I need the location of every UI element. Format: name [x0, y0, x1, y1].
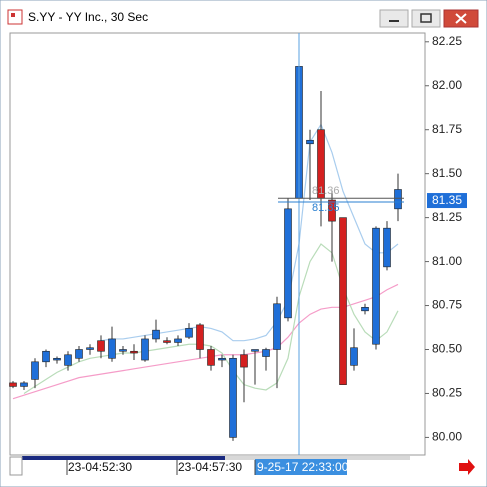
moving-average: [100, 123, 399, 342]
y-tick-label: 81.00: [432, 254, 462, 268]
candle-body: [130, 350, 138, 354]
crosshair-x-box: [255, 459, 347, 475]
candle-body: [240, 354, 248, 368]
candle-body: [185, 328, 193, 338]
candle-body: [141, 338, 149, 361]
maximize-button[interactable]: [411, 9, 441, 28]
candle-body: [20, 382, 28, 387]
y-tick-label: 82.00: [432, 78, 462, 92]
y-tick-label: 80.50: [432, 342, 462, 356]
maximize-icon: [420, 13, 432, 23]
candle-body: [53, 357, 61, 361]
y-tick-label: 80.25: [432, 386, 462, 400]
candle-body: [262, 349, 270, 357]
scroll-thumb[interactable]: [22, 456, 225, 460]
plot-area: [9, 32, 426, 456]
candle-body: [229, 357, 237, 438]
candle-body: [108, 338, 116, 359]
last-price-box: [427, 193, 467, 209]
y-tick-label: 81.50: [432, 166, 462, 180]
last-price-inline: 81.35: [312, 202, 340, 214]
candle-body: [174, 338, 182, 343]
candle-body: [86, 347, 94, 350]
moving-average: [23, 243, 399, 394]
candle-body: [119, 349, 127, 352]
candle-body: [75, 349, 83, 359]
crosshair-y-label: 81.36: [312, 185, 340, 197]
candle-body: [383, 227, 391, 268]
close-icon: [455, 13, 467, 24]
minimize-button[interactable]: [379, 9, 409, 28]
y-tick-label: 80.75: [432, 298, 462, 312]
candle-body: [218, 357, 226, 361]
candle-body: [64, 354, 72, 366]
last-price-label: 81.35: [432, 193, 462, 207]
y-tick-label: 82.25: [432, 34, 462, 48]
candle-body: [251, 349, 259, 352]
candle-body: [328, 199, 336, 222]
y-tick-label: 81.75: [432, 122, 462, 136]
y-tick-label: 81.25: [432, 210, 462, 224]
scroll-box[interactable]: [9, 456, 23, 476]
candle-body: [207, 349, 215, 366]
candle-body: [97, 340, 105, 352]
candle-body: [152, 329, 160, 340]
scroll-right-arrow[interactable]: [459, 459, 475, 475]
candle-body: [284, 208, 292, 319]
candle-body: [163, 340, 171, 343]
candle-body: [350, 347, 358, 366]
candle-body: [394, 189, 402, 210]
x-tick-label: 23-04:57:30: [178, 460, 242, 474]
candle-body: [339, 217, 347, 385]
candle-body: [31, 361, 39, 380]
candle-body: [273, 303, 281, 350]
x-tick-label: 23-04:52:30: [68, 460, 132, 474]
candle-body: [361, 306, 369, 312]
app-icon-dot: [11, 13, 15, 17]
moving-average: [12, 283, 399, 400]
candle-body: [306, 139, 314, 145]
candle-body: [9, 382, 17, 387]
candle-body: [42, 350, 50, 363]
y-tick-label: 80.00: [432, 430, 462, 444]
x-tick-label: 9-25-17 22:33:00: [257, 460, 349, 474]
candle-body: [372, 227, 380, 345]
window-title: S.YY - YY Inc., 30 Sec: [28, 10, 148, 24]
candle-body: [196, 324, 204, 350]
